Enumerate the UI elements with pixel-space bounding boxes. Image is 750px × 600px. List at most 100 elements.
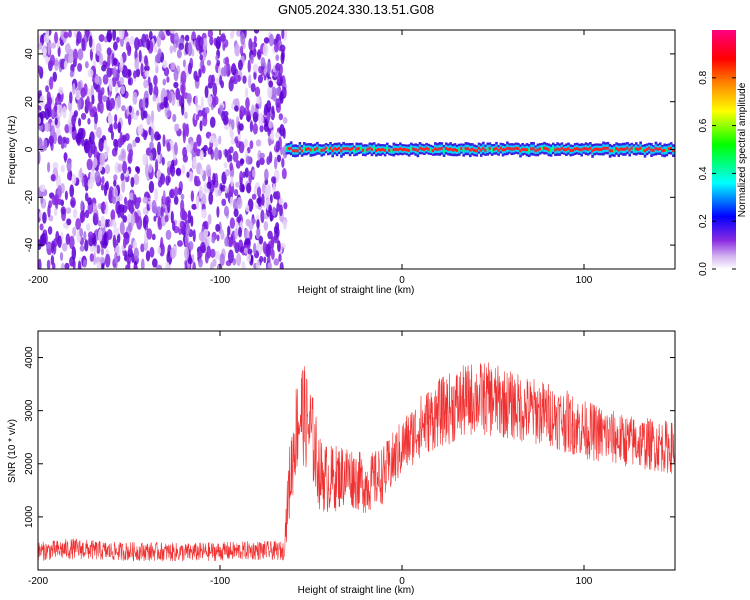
spectrogram-cell bbox=[156, 133, 162, 141]
spectrogram-cell bbox=[129, 35, 135, 46]
spectrogram-cell bbox=[617, 148, 621, 152]
spectrogram-cell bbox=[170, 30, 175, 44]
spectrogram-cell bbox=[661, 149, 664, 153]
spectrogram-cell bbox=[245, 204, 250, 212]
spectrogram-cell bbox=[157, 48, 162, 59]
spectrogram-cell bbox=[176, 49, 182, 59]
spectrogram-cell bbox=[71, 82, 76, 95]
spectrogram-cell bbox=[597, 147, 601, 151]
spectrogram-cell bbox=[344, 147, 348, 151]
spectrogram-cell bbox=[195, 114, 200, 121]
spectrogram-cell bbox=[279, 203, 283, 217]
spectrogram-cell bbox=[538, 147, 542, 151]
spectrogram-cell bbox=[643, 149, 647, 153]
spectrogram-cell bbox=[257, 49, 262, 61]
spectrogram-cell bbox=[140, 63, 144, 77]
spectrogram-cell bbox=[268, 121, 274, 129]
spectrogram-cell bbox=[170, 210, 174, 224]
spectrogram-cell bbox=[324, 146, 328, 150]
spectrogram-cell bbox=[80, 112, 87, 120]
spectrogram-cell bbox=[188, 240, 194, 251]
spectrogram-cell bbox=[184, 111, 188, 120]
spectrogram-cell bbox=[488, 146, 492, 150]
spectrogram-cell bbox=[165, 261, 170, 269]
spectrogram-cell bbox=[245, 97, 250, 110]
spectrogram-cell bbox=[278, 197, 284, 205]
spectrogram-cell bbox=[100, 248, 105, 256]
spectrogram-cell bbox=[154, 187, 158, 202]
spectrogram-cell bbox=[182, 59, 186, 68]
spectrogram-cell bbox=[289, 146, 293, 150]
spectrogram-cell bbox=[75, 89, 81, 101]
spectrogram-cell bbox=[436, 147, 439, 151]
spectrogram-cell bbox=[237, 74, 241, 83]
spectrogram-cell bbox=[187, 257, 193, 265]
spectrogram-cell bbox=[499, 146, 503, 150]
spectrogram-cell bbox=[270, 129, 275, 141]
spectrogram-cell bbox=[166, 141, 171, 152]
spectrogram-cell bbox=[53, 193, 60, 206]
spectrogram-cell bbox=[242, 75, 247, 84]
spectrogram-cell bbox=[98, 163, 103, 172]
spectrogram-cell bbox=[44, 122, 51, 132]
spectrogram-cell bbox=[180, 193, 185, 200]
spectrogram-cell bbox=[185, 223, 191, 236]
spectrogram-cell bbox=[197, 109, 203, 117]
spectrogram-cell bbox=[60, 141, 65, 150]
spectrogram-cell bbox=[253, 35, 257, 43]
spectrogram-cell bbox=[119, 30, 125, 40]
spectrogram-cell bbox=[127, 50, 131, 57]
spectrogram-cell bbox=[166, 199, 171, 213]
spectrogram-cell bbox=[521, 147, 524, 151]
spectrogram-cell bbox=[296, 149, 300, 153]
spectrogram-cell bbox=[479, 148, 483, 152]
y-tick-label: 20 bbox=[24, 96, 35, 108]
spectrogram-cell bbox=[654, 147, 658, 151]
spectrogram-cell bbox=[38, 258, 42, 269]
x-tick-label: 100 bbox=[576, 576, 593, 587]
spectrogram-cell bbox=[458, 148, 461, 152]
spectrogram-cell bbox=[184, 233, 189, 247]
spectrogram-cell bbox=[57, 45, 61, 58]
spectrogram-cell bbox=[129, 204, 134, 215]
spectrogram-cell bbox=[83, 83, 88, 96]
spectrogram-cell bbox=[84, 209, 90, 219]
spectrogram-cell bbox=[188, 171, 194, 183]
spectrogram-cell bbox=[434, 147, 437, 151]
spectrogram-cell bbox=[403, 147, 407, 151]
spectrogram-cell bbox=[258, 235, 264, 245]
spectrogram-cell bbox=[149, 246, 155, 258]
spectrogram-cell bbox=[62, 105, 67, 119]
spectrogram-cell bbox=[233, 240, 237, 249]
spectrogram-cell bbox=[207, 95, 213, 105]
spectrogram-cell bbox=[276, 74, 281, 84]
spectrogram-cell bbox=[199, 150, 204, 161]
spectrogram-cell bbox=[130, 176, 135, 188]
spectrogram-cell bbox=[239, 246, 244, 253]
spectrogram-cell bbox=[619, 147, 623, 151]
spectrogram-cell bbox=[287, 147, 291, 151]
spectrogram-cell bbox=[639, 146, 642, 150]
spectrogram-cell bbox=[125, 41, 131, 52]
spectrogram-cell bbox=[490, 148, 494, 152]
spectrogram-cell bbox=[166, 110, 172, 117]
spectrogram-cell bbox=[178, 42, 185, 51]
spectrogram-cell bbox=[560, 146, 564, 150]
x-tick-label: -100 bbox=[210, 275, 230, 286]
spectrogram-cell bbox=[87, 231, 94, 239]
spectrogram-cell bbox=[215, 223, 221, 232]
spectrogram-cell bbox=[228, 183, 235, 196]
spectrogram-cell bbox=[232, 78, 238, 85]
spectrogram-cell bbox=[624, 147, 627, 151]
spectrogram-cell bbox=[119, 206, 125, 219]
spectrogram-cell bbox=[632, 148, 636, 152]
spectrogram-cell bbox=[357, 147, 361, 151]
spectrogram-cell bbox=[93, 156, 98, 168]
spectrogram-cell bbox=[273, 258, 280, 266]
spectrogram-cell bbox=[95, 42, 102, 56]
spectrogram-cell bbox=[508, 146, 511, 150]
spectrogram-cell bbox=[569, 148, 573, 152]
spectrogram-cell bbox=[93, 245, 98, 253]
spectrogram-cell bbox=[112, 30, 117, 41]
